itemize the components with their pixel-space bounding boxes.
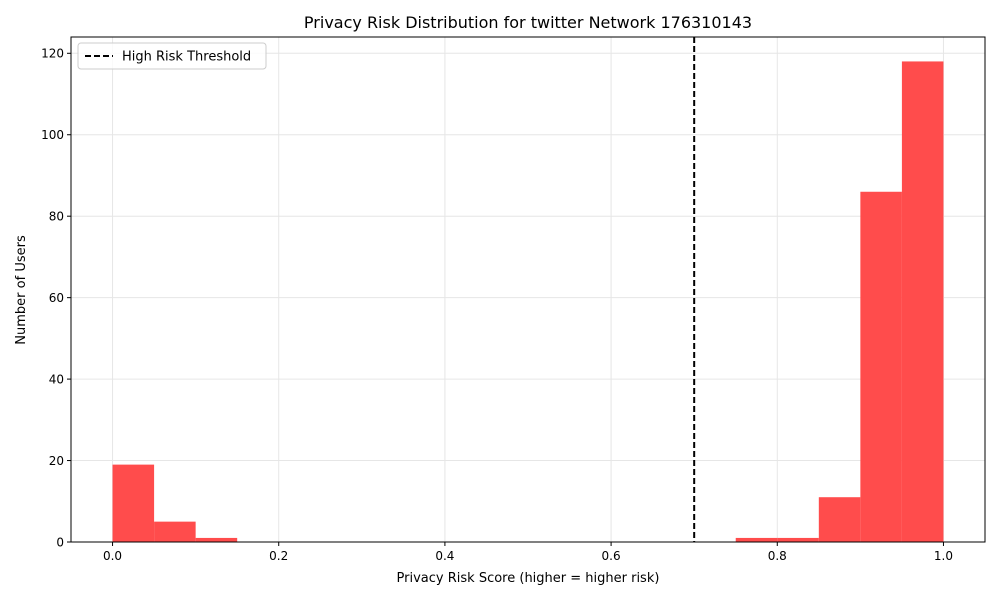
histogram-bar bbox=[818, 497, 861, 542]
chart-title: Privacy Risk Distribution for twitter Ne… bbox=[304, 13, 752, 32]
y-tick-label: 100 bbox=[41, 128, 64, 142]
histogram-bar bbox=[154, 521, 196, 542]
histogram-bar bbox=[195, 537, 238, 542]
x-tick-label: 0.8 bbox=[768, 549, 787, 563]
x-tick-label: 0.6 bbox=[602, 549, 621, 563]
x-tick-label: 1.0 bbox=[934, 549, 953, 563]
histogram-bar bbox=[112, 464, 155, 542]
y-tick-label: 120 bbox=[41, 47, 64, 61]
legend-entry-high-risk-threshold: High Risk Threshold bbox=[122, 50, 251, 65]
x-tick-label: 0.2 bbox=[269, 549, 288, 563]
legend: High Risk Threshold bbox=[77, 42, 267, 70]
y-axis-label: Number of Users bbox=[14, 235, 29, 345]
x-tick-label: 0.4 bbox=[435, 549, 454, 563]
histogram-bars bbox=[112, 61, 944, 543]
histogram-bar bbox=[901, 61, 944, 542]
y-tick-label: 20 bbox=[49, 454, 64, 468]
plot-area-frame bbox=[70, 36, 986, 543]
x-tick-label: 0.0 bbox=[103, 549, 122, 563]
histogram-bar bbox=[860, 191, 902, 543]
y-tick-label: 40 bbox=[49, 372, 64, 386]
legend-box bbox=[77, 42, 267, 70]
y-tick-label: 80 bbox=[49, 209, 64, 223]
y-axis-ticks: 0 20 40 60 80 100 120 bbox=[41, 47, 71, 549]
histogram-bar bbox=[735, 537, 778, 542]
y-tick-label: 0 bbox=[56, 535, 64, 549]
x-axis-label: Privacy Risk Score (higher = higher risk… bbox=[397, 571, 660, 586]
histogram-bar bbox=[777, 537, 819, 542]
y-tick-label: 60 bbox=[49, 291, 64, 305]
x-axis-ticks: 0.0 0.2 0.4 0.6 0.8 1.0 bbox=[103, 542, 953, 563]
